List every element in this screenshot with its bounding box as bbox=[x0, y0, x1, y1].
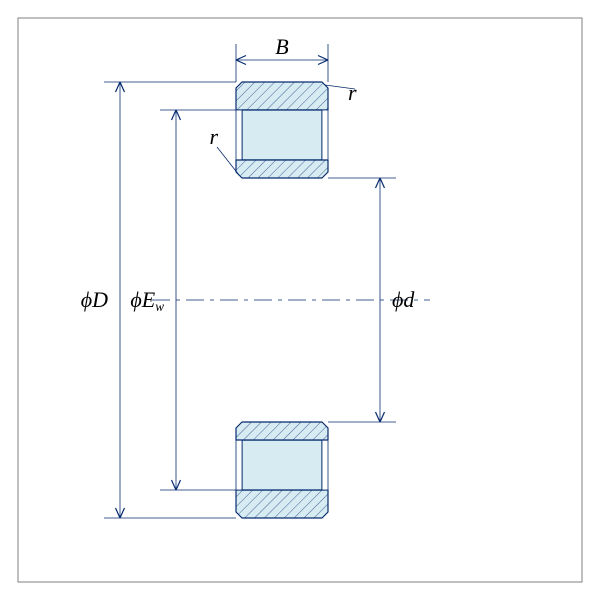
label-r-left: r bbox=[209, 124, 218, 149]
label-B: B bbox=[275, 34, 288, 59]
label-r-top: r bbox=[348, 80, 357, 105]
label-phiD: ϕD bbox=[81, 287, 108, 312]
label-phid: ϕd bbox=[392, 287, 415, 312]
label-phiEw: ϕEw bbox=[130, 287, 164, 314]
bearing-cross-section bbox=[152, 82, 430, 518]
